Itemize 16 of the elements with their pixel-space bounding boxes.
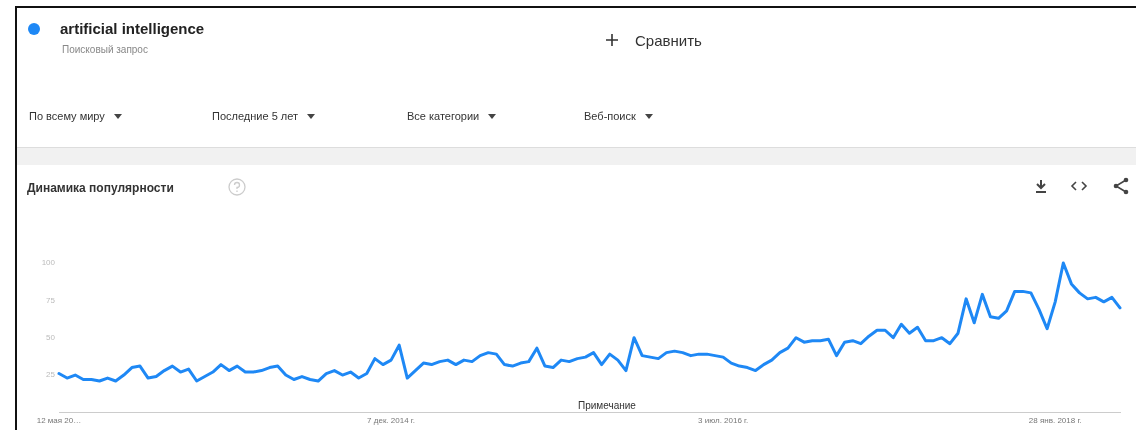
legend-label: artificial intelligence: [60, 20, 205, 37]
chart-title: Динамика популярности: [27, 181, 174, 195]
x-tick-label: 28 янв. 2018 г.: [1028, 416, 1082, 426]
chart-subtitle: Поисковый запрос: [62, 44, 148, 55]
text: Последние 5 лет: [212, 110, 299, 122]
text: Все категории: [407, 110, 480, 122]
y-tick-label: 75: [46, 295, 56, 305]
text: По всему миру: [29, 110, 105, 122]
text: Сравнить: [635, 32, 702, 49]
annotation: Примечание: [578, 400, 636, 411]
x-tick-label: 12 мая 20…: [36, 416, 82, 426]
y-tick-label: 25: [46, 370, 56, 380]
x-tick-label: 7 дек. 2014 г.: [367, 416, 416, 426]
y-tick-label: 50: [46, 332, 56, 342]
text: Веб-поиск: [584, 110, 636, 122]
x-tick-label: 3 июл. 2016 г.: [698, 416, 749, 426]
